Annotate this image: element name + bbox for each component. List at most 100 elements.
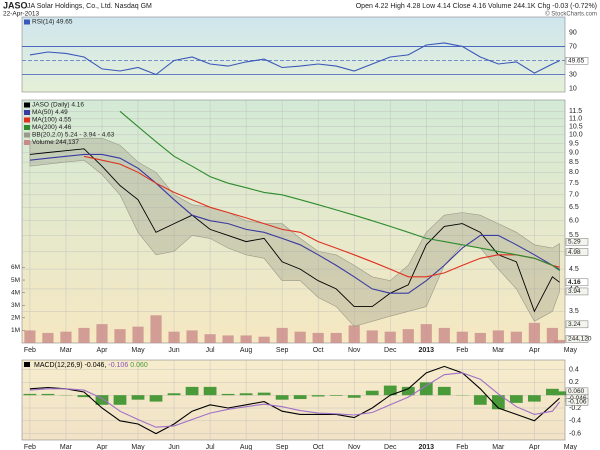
volume-bar (510, 331, 522, 343)
volume-bar (366, 330, 378, 343)
x-tick-label: Dec (384, 444, 397, 450)
x-tick-label: Sep (276, 444, 289, 450)
value-tag (565, 57, 589, 65)
value-tag-label: 4.16 (568, 279, 581, 286)
y2-tick-label: 6M (11, 264, 20, 271)
x-tick-label: May (131, 347, 145, 354)
histogram-bar (311, 395, 325, 397)
y2-tick-label: 2M (11, 315, 20, 322)
panel-background (21, 16, 566, 93)
y-tick-label: 0.4 (569, 366, 579, 373)
histogram-bar (203, 386, 217, 396)
x-tick-label: Apr (529, 444, 541, 450)
legend-entry: MA(100) 4.55 (32, 117, 72, 124)
legend-swatch (24, 125, 30, 130)
histogram-bar (167, 393, 181, 396)
y-tick-label: 9.5 (569, 140, 579, 147)
volume-bar (474, 332, 486, 343)
histogram-bar (491, 395, 505, 410)
value-tag-label: -0.106 (568, 399, 587, 406)
y-tick-label: 11.0 (569, 116, 582, 123)
volume-bar (348, 325, 360, 343)
volume-bar (528, 322, 540, 343)
legend-entry: Volume 244,137 (32, 139, 79, 146)
y-tick-label: 10.5 (569, 123, 583, 130)
legend-swatch (24, 132, 30, 138)
histogram-bar (23, 393, 37, 396)
x-tick-label: Apr (97, 347, 109, 354)
x-tick-label: Jun (168, 347, 179, 354)
y-tick-label: -0.4 (569, 418, 581, 425)
histogram-bar (527, 395, 541, 402)
value-tag-label: 0.060 (568, 388, 585, 395)
y-tick-label: 3.5 (569, 308, 579, 315)
legend: MACD(12,26,9) -0.046, -0.106 0.060 (34, 362, 148, 369)
x-tick-label: 2013 (418, 347, 434, 354)
series-line (29, 42, 560, 76)
volume-bar (492, 330, 504, 343)
series-line (29, 153, 560, 294)
x-tick-label: Jul (206, 347, 215, 354)
volume-bar (168, 331, 180, 343)
y-tick-label: -0.6 (569, 430, 581, 437)
volume-bar (42, 332, 54, 343)
symbol: JASO (3, 0, 28, 10)
x-tick-label: 2013 (418, 444, 434, 450)
histogram-bar (185, 386, 199, 396)
x-tick-label: Aug (240, 347, 253, 354)
volume-bar (150, 315, 162, 343)
histogram-bar (401, 386, 415, 396)
series-line (29, 372, 561, 428)
histogram-bar (546, 388, 559, 396)
date: 22-Apr-2013 (3, 11, 40, 18)
x-tick-label: Dec (384, 347, 397, 354)
volume-bar (114, 329, 126, 343)
y2-tick-label: 4M (11, 289, 20, 296)
company-name: JA Solar Holdings, Co., Ltd. Nasdaq GM (27, 3, 152, 10)
legend-entry: -0.106 (108, 362, 128, 369)
x-tick-label: Mar (492, 347, 505, 354)
x-tick-label: Nov (348, 347, 361, 354)
y-tick-label: -0.2 (569, 405, 581, 412)
histogram-bar (239, 393, 253, 396)
volume-bar (276, 327, 288, 343)
volume-bar (456, 331, 468, 343)
x-tick-label: May (564, 347, 578, 354)
x-tick-label: Oct (313, 347, 324, 354)
volume-bar (438, 327, 450, 343)
y2-tick-label: 3M (11, 302, 20, 309)
y2-tick-label: 5M (11, 277, 20, 284)
histogram-bar (275, 395, 289, 400)
y-tick-label: 8.5 (569, 159, 579, 166)
x-tick-label: Oct (313, 444, 324, 450)
x-tick-label: Sep (276, 347, 289, 354)
histogram-bar (437, 386, 451, 396)
value-tag (565, 320, 589, 329)
histogram-bar (553, 391, 566, 396)
value-tag (565, 238, 589, 246)
value-tag (565, 335, 589, 343)
volume-bar (554, 339, 566, 343)
legend-swatch (24, 362, 30, 367)
histogram-bar (41, 393, 55, 396)
value-tag-label: 49.65 (568, 57, 585, 64)
x-tick-label: Feb (456, 444, 468, 450)
histogram-bar (293, 395, 307, 400)
y-tick-label: 6.5 (569, 204, 579, 211)
panel-background (21, 99, 566, 344)
histogram-bar (113, 395, 127, 405)
series-line (119, 110, 560, 272)
value-tag (565, 398, 589, 406)
x-tick-label: Aug (240, 444, 253, 450)
volume-bar (402, 329, 414, 343)
histogram-bar (365, 390, 379, 396)
x-tick-label: May (564, 444, 578, 450)
volume-bar (96, 324, 108, 343)
y-tick-label: 0.2 (569, 379, 579, 386)
histogram-bar (77, 395, 91, 398)
volume-bar (60, 331, 72, 343)
legend-swatch (24, 117, 30, 123)
credit: © StockCharts.com (545, 11, 597, 18)
volume-bar (330, 332, 342, 343)
